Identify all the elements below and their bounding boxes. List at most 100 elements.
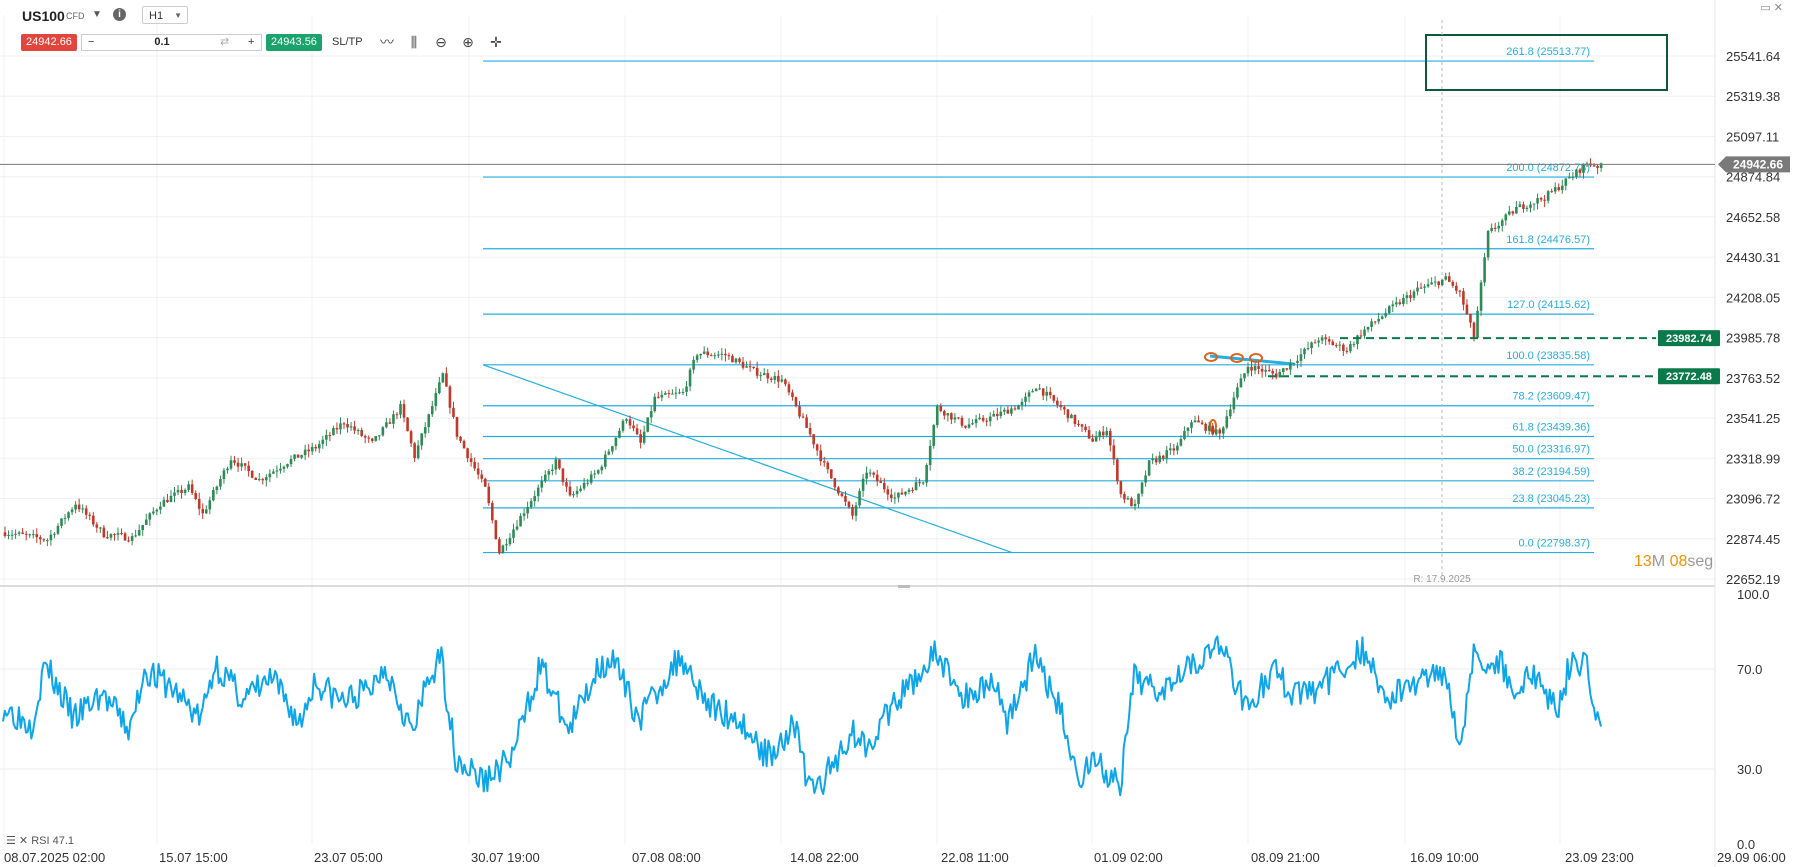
candle-body — [1214, 429, 1218, 435]
price-tick-label: 23096.72 — [1726, 492, 1780, 507]
candle-body — [1080, 424, 1084, 427]
candle-body — [551, 469, 554, 472]
close-icon[interactable]: ✕ — [1773, 2, 1783, 14]
quantity-value[interactable]: 0.1 — [154, 36, 170, 48]
panel-resize-handle[interactable] — [898, 585, 910, 588]
candle-body — [540, 481, 544, 488]
rsi-panel — [0, 635, 1715, 797]
candle-body — [822, 461, 826, 463]
candle-body — [1306, 348, 1310, 350]
line-chart-icon[interactable]: 〰 — [380, 34, 394, 50]
plus-icon[interactable]: + — [248, 36, 255, 48]
fibonacci-retracement[interactable]: 261.8 (25513.77) 200.0 (24872.78) 161.8 (2… — [483, 20, 1668, 585]
candle-body — [282, 466, 286, 469]
price-axis[interactable]: 25541.64 25319.38 25097.11 24874.84 24652.58… — [1726, 49, 1780, 587]
sltp-button[interactable]: SL/TP — [332, 36, 363, 48]
buy-button[interactable]: 24943.56 — [266, 34, 322, 51]
candle-body — [656, 396, 660, 398]
candle-body — [890, 494, 893, 499]
crosshair-icon[interactable]: ✛ — [490, 34, 502, 50]
candle-body — [190, 484, 194, 493]
candle-body — [406, 417, 409, 432]
candle-body — [547, 471, 551, 475]
fib-level-label: 78.2 (23609.47) — [1512, 391, 1590, 403]
time-tick-label: 08.09 21:00 — [1251, 850, 1320, 865]
info-icon[interactable]: i — [113, 8, 126, 21]
candle-body — [169, 495, 173, 503]
time-tick-label: 23.07 05:00 — [314, 850, 383, 865]
candle-body — [1310, 342, 1313, 349]
candle-body — [625, 419, 628, 421]
zoom-out-icon[interactable]: ⊖ — [435, 34, 447, 50]
rsi-axis: 100.0 70.0 30.0 0.0 — [1737, 587, 1770, 852]
rsi-indicator-label[interactable]: ☰ ✕ RSI 47.1 — [6, 834, 74, 847]
minus-icon[interactable]: − — [88, 36, 95, 48]
candle-body — [706, 351, 710, 356]
candle-body — [1239, 378, 1243, 388]
candle-body — [935, 405, 939, 426]
candle-body — [861, 478, 865, 491]
candle-body — [296, 454, 300, 458]
candle-body — [325, 434, 328, 440]
indicator-menu-icon[interactable]: ☰ ✕ — [6, 835, 29, 847]
candle-body — [1398, 302, 1402, 305]
candle-body — [498, 539, 501, 554]
timeframe-select[interactable]: H1 ▼ — [142, 6, 188, 24]
candle-body — [1423, 286, 1426, 288]
candle-body — [844, 495, 847, 502]
minimize-icon[interactable]: ▭ — [1760, 2, 1771, 14]
candle-body — [928, 445, 932, 466]
candle-body — [430, 406, 434, 415]
candle-body — [448, 386, 452, 408]
quantity-stepper[interactable]: − 0.1 ⇄ + — [81, 34, 262, 51]
candle-body — [385, 422, 388, 428]
candle-body — [635, 428, 639, 435]
candle-body — [992, 413, 996, 417]
trendlines[interactable] — [482, 352, 1294, 554]
zoom-in-icon[interactable]: ⊕ — [462, 34, 474, 50]
candle-body — [1017, 405, 1020, 410]
time-axis[interactable]: 08.07.2025 02:00 15.07 15:00 23.07 05:00 30… — [4, 850, 1786, 865]
swap-icon[interactable]: ⇄ — [220, 36, 230, 48]
candle-body — [1024, 396, 1027, 402]
timer-minutes: 13 — [1634, 553, 1652, 570]
candle-body — [685, 386, 688, 393]
candle-body — [586, 482, 589, 484]
order-lines[interactable]: 24942.66 23982.74 23772.48 — [0, 156, 1790, 385]
candle-body — [120, 533, 123, 535]
candle-body — [918, 482, 921, 484]
candle-body — [794, 397, 798, 407]
candle-body — [402, 404, 406, 418]
candle-body — [988, 416, 992, 422]
candle-body — [808, 427, 812, 435]
candle-body — [106, 537, 109, 539]
price-tick-label: 23318.99 — [1726, 451, 1780, 466]
chevron-down-icon[interactable]: ▼ — [92, 9, 102, 20]
price-tick-label: 23541.25 — [1726, 411, 1780, 426]
candle-body — [1462, 291, 1465, 305]
candle-body — [1440, 279, 1444, 286]
sell-button[interactable]: 24942.66 — [21, 34, 77, 51]
candle-body — [1105, 430, 1109, 436]
candles-icon[interactable]: ⫼ — [410, 34, 418, 50]
candle-body — [515, 526, 519, 530]
candle-body — [943, 411, 946, 416]
candle-body — [370, 438, 374, 441]
candle-body — [1458, 290, 1462, 292]
marker-circle — [1204, 352, 1218, 362]
candle-body — [1246, 366, 1250, 374]
window-controls[interactable]: ▭ ✕ — [1760, 1, 1783, 14]
price-tick-label: 24208.05 — [1726, 290, 1780, 305]
candle-body — [639, 434, 642, 443]
candle-body — [1243, 373, 1246, 379]
candle-body — [466, 448, 469, 459]
candle-body — [688, 369, 692, 387]
candle-body — [1536, 198, 1539, 204]
symbol-name[interactable]: US100 — [22, 8, 65, 24]
candle-body — [1236, 387, 1239, 398]
candle-body — [99, 527, 102, 529]
candle-body — [787, 384, 791, 393]
candle-body — [1320, 337, 1324, 341]
candle-body — [215, 486, 219, 490]
